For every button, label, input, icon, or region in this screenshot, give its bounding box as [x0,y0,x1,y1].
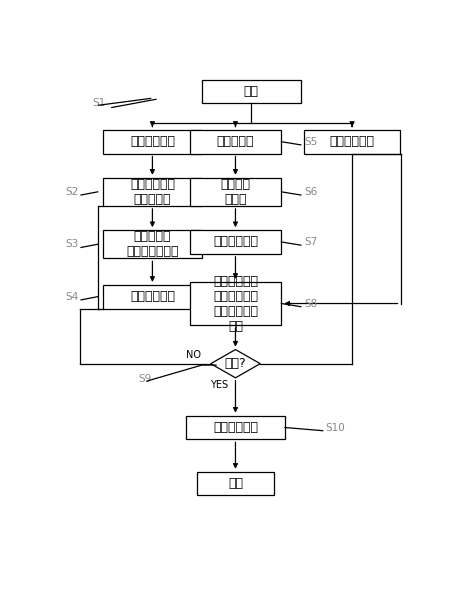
Text: 打开示教文件: 打开示教文件 [329,135,374,148]
Text: 结束: 结束 [228,477,243,490]
Bar [196,472,274,496]
Text: 结束?: 结束? [224,357,246,370]
Bar [189,230,281,254]
Text: 规划轨迹方程: 规划轨迹方程 [212,236,258,249]
Bar [189,178,281,206]
Text: 新建示教文件: 新建示教文件 [130,135,175,148]
Bar [103,130,202,153]
Bar [103,285,202,308]
Text: S8: S8 [304,298,317,308]
Text: NO: NO [185,350,200,360]
Text: S10: S10 [325,423,344,433]
Text: 机器人控制器: 机器人控制器 [212,421,258,434]
Text: 对轨迹定间隔
插值求出需要
发送的控制序
列点: 对轨迹定间隔 插值求出需要 发送的控制序 列点 [212,275,258,333]
Bar [202,80,300,104]
Text: S6: S6 [304,187,317,197]
Polygon shape [210,349,260,378]
Text: S4: S4 [66,292,79,302]
Text: S9: S9 [138,374,151,384]
Text: 确认机器人
任务空间关键点: 确认机器人 任务空间关键点 [126,230,178,258]
Text: 开始: 开始 [243,85,258,98]
Bar [189,130,281,153]
Text: S2: S2 [66,187,79,197]
Text: 进行示教编程: 进行示教编程 [130,290,175,303]
Text: 设置系统参数
及示教参数: 设置系统参数 及示教参数 [130,178,175,206]
Bar [103,178,202,206]
Text: S5: S5 [304,137,317,147]
Bar [103,230,202,258]
Text: 运动学逆解: 运动学逆解 [216,135,253,148]
Text: S1: S1 [92,98,106,108]
Text: YES: YES [210,380,228,390]
Text: 插入轨迹
中间点: 插入轨迹 中间点 [220,178,250,206]
Bar [304,130,399,153]
Bar [186,416,284,439]
Bar [189,282,281,325]
Text: S7: S7 [304,237,317,247]
Text: S3: S3 [66,239,79,249]
